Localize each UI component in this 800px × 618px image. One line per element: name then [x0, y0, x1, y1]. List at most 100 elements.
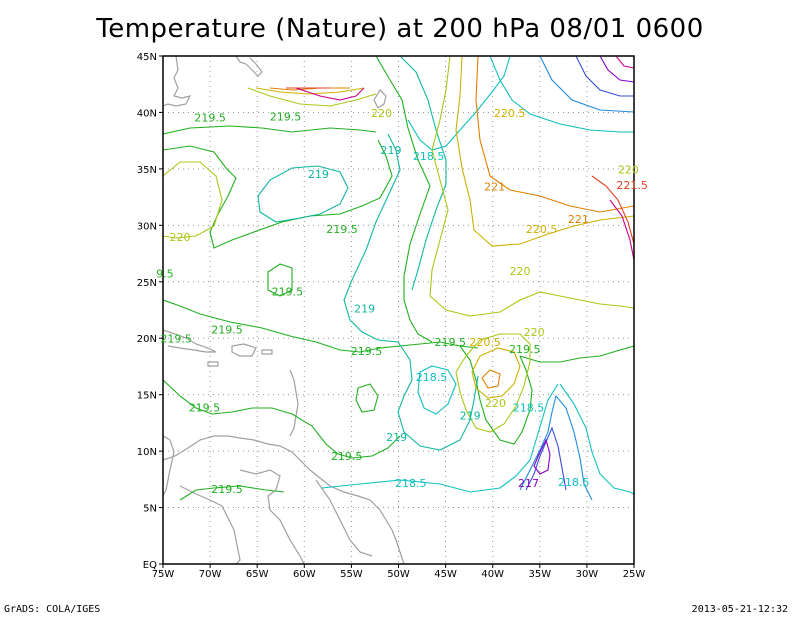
- contour-label: 221: [484, 180, 505, 193]
- contour-219-5-west-loop: [163, 379, 401, 459]
- contour-label: 219.5: [509, 343, 541, 356]
- contour-label: 218.5: [513, 402, 545, 415]
- contour-220-west: [163, 161, 223, 239]
- lat-tick-label: 20N: [137, 334, 157, 345]
- contour-label: 218.5: [413, 150, 445, 163]
- lat-tick-labels: EQ 5N 10N 15N 20N 25N 30N 35N 40N 45N: [137, 52, 163, 571]
- lon-tick-label: 40W: [481, 569, 504, 580]
- contour-label: 219.5: [351, 345, 383, 358]
- contour-label: 220.5: [469, 336, 501, 349]
- contour-label: 217: [518, 477, 539, 490]
- contour-nw-220: [247, 87, 377, 107]
- contour-219-west-front: [399, 56, 447, 291]
- contour-ne-2: [539, 56, 634, 113]
- lat-tick-label: 45N: [137, 52, 157, 63]
- contour-label: 219.5: [272, 285, 304, 298]
- lat-tick-label: 10N: [137, 447, 157, 458]
- contour-label: 218.5: [558, 476, 590, 489]
- contour-219-5-north: [163, 125, 377, 135]
- lon-tick-label: 60W: [293, 569, 316, 580]
- contour-219-5-island-a: [267, 263, 293, 297]
- colombia-border: [179, 485, 241, 564]
- lat-tick-label: 25N: [137, 278, 157, 289]
- contour-nw-220-5: [255, 87, 365, 95]
- north-america-coast: [163, 56, 192, 107]
- contour-label: 219: [308, 168, 329, 181]
- contour-221-5-east: [591, 175, 634, 245]
- contour-ne-3: [575, 56, 634, 97]
- newfoundland-coast: [373, 89, 387, 109]
- lon-tick-label: 75W: [152, 569, 175, 580]
- timestamp: 2013-05-21-12:32: [691, 604, 788, 615]
- contour-219-5-se: [459, 345, 533, 445]
- cuba-coast: [163, 329, 217, 353]
- contour-label: 219: [386, 431, 407, 444]
- south-america-coast: [163, 435, 405, 564]
- contour-label: 220: [524, 326, 545, 339]
- contour-label: 219.5: [194, 111, 226, 124]
- contour-label: 9.5: [156, 267, 174, 280]
- contour-label: 218.5: [416, 371, 448, 384]
- contour-219-north-loop: [257, 165, 349, 223]
- contour-ne-4: [599, 56, 634, 83]
- lon-tick-label: 25W: [623, 569, 646, 580]
- lat-tick-label: 30N: [137, 221, 157, 232]
- contour-label: 219.5: [326, 223, 358, 236]
- contour-label: 220: [618, 163, 639, 176]
- contour-label: 220.5: [494, 107, 526, 120]
- lon-tick-label: 35W: [528, 569, 551, 580]
- contour-ne-1: [489, 56, 634, 133]
- contour-219-5-south: [179, 485, 285, 501]
- contour-218-5-east: [559, 383, 634, 495]
- contour-ne-5: [615, 56, 634, 69]
- central-america-coast: [163, 435, 175, 497]
- contour-222-east: [609, 199, 634, 261]
- contour-219-5-mid: [163, 139, 393, 249]
- contour-220-east: [429, 56, 634, 317]
- contour-nw-221: [269, 87, 350, 91]
- contour-label: 220: [510, 265, 531, 278]
- lat-lon-grid: [163, 56, 634, 564]
- contour-label: 219.5: [211, 483, 243, 496]
- contour-label: 219.5: [160, 333, 192, 346]
- contour-217-5: [525, 426, 567, 491]
- contour-219-5-central: [163, 299, 479, 353]
- contour-221-south: [481, 369, 501, 389]
- contour-217: [533, 438, 551, 475]
- puerto-rico-coast: [261, 349, 273, 355]
- contour-218-5-north: [407, 56, 511, 151]
- contour-label: 220: [169, 231, 190, 244]
- contour-221-east: [475, 56, 634, 213]
- lon-tick-label: 55W: [340, 569, 363, 580]
- lesser-antilles: [289, 369, 299, 437]
- lon-tick-label: 45W: [434, 569, 457, 580]
- contour-218-5-south: [417, 365, 457, 415]
- contour-label: 219: [460, 410, 481, 423]
- lon-tick-label: 50W: [387, 569, 410, 580]
- map-title: Temperature (Nature) at 200 hPa 08/01 06…: [96, 14, 704, 44]
- lat-tick-label: 35N: [137, 165, 157, 176]
- contour-label: 219: [354, 302, 375, 315]
- hispaniola-coast: [231, 343, 257, 357]
- venezuela-coast-inner: [239, 469, 305, 564]
- contour-220-5-east: [455, 56, 634, 247]
- contour-label: 221: [568, 213, 589, 226]
- jamaica-coast: [207, 361, 219, 367]
- contour-label: 220: [485, 397, 506, 410]
- contour-label: 219.5: [435, 336, 467, 349]
- contour-label: 219.5: [211, 324, 243, 337]
- contour-219-5-front: [375, 56, 433, 343]
- contour-label: 219.5: [270, 110, 302, 123]
- lon-tick-labels: 75W 70W 65W 60W 55W 50W 45W 40W 35W 30W 25W: [152, 564, 646, 580]
- contour-label: 220.5: [526, 223, 558, 236]
- contour-label: 221.5: [616, 179, 648, 192]
- lat-tick-label: 15N: [137, 391, 157, 402]
- contour-label: 219.5: [189, 402, 221, 415]
- contour-label: 219: [380, 144, 401, 157]
- contour-label: 220: [371, 107, 392, 120]
- contour-220-south: [455, 333, 531, 433]
- guyana-border: [315, 479, 373, 557]
- contour-label: 218.5: [395, 477, 427, 490]
- lat-tick-label: 40N: [137, 108, 157, 119]
